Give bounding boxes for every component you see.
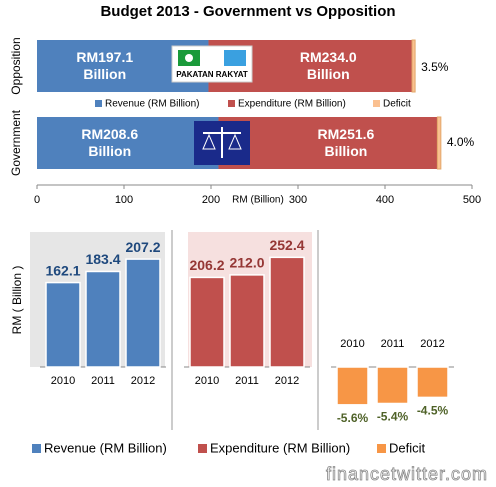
category-label: Opposition bbox=[9, 37, 23, 94]
value-label: -5.6% bbox=[337, 411, 369, 425]
legend-label: Deficit bbox=[389, 440, 426, 455]
deficit-label: 3.5% bbox=[421, 60, 449, 74]
x-axis-label: RM (Billion) bbox=[232, 195, 284, 206]
category-label: 2010 bbox=[340, 338, 364, 350]
bar bbox=[269, 256, 305, 368]
logo-bn-pans bbox=[202, 133, 242, 150]
logo-pr-flag2 bbox=[224, 50, 246, 66]
legend-label: Expenditure (RM Billion) bbox=[210, 440, 350, 455]
legend-label: Deficit bbox=[383, 99, 411, 110]
value-label: 212.0 bbox=[229, 255, 264, 271]
logo-pr-text: PAKATAN RAKYAT bbox=[176, 70, 248, 79]
y-axis-label: RM ( Billion ) bbox=[10, 266, 24, 335]
bar bbox=[125, 258, 161, 368]
value-label: 162.1 bbox=[45, 262, 80, 278]
value-label: RM197.1 Billion bbox=[76, 49, 134, 82]
value-label: -5.4% bbox=[377, 410, 409, 424]
bar bbox=[45, 281, 81, 368]
category-label: Government bbox=[9, 109, 23, 176]
bar bbox=[416, 366, 449, 399]
x-tick-label: 0 bbox=[34, 194, 40, 206]
legend-swatch bbox=[95, 100, 102, 107]
logo-pr-flag1-mark bbox=[185, 54, 193, 62]
value-label: -4.5% bbox=[417, 404, 449, 418]
legend-swatch bbox=[228, 100, 235, 107]
value-label: 206.2 bbox=[189, 257, 224, 273]
bar bbox=[376, 366, 409, 405]
bar bbox=[218, 117, 438, 169]
x-tick-label: 400 bbox=[376, 194, 394, 206]
legend-swatch bbox=[377, 444, 386, 453]
legend-swatch bbox=[32, 444, 41, 453]
deficit-label: 4.0% bbox=[447, 135, 475, 149]
category-label: 2012 bbox=[275, 375, 299, 387]
bar bbox=[85, 270, 121, 368]
value-label-box: RM251.6 Billion bbox=[317, 126, 375, 159]
value-label-box: RM234.0 Billion bbox=[299, 49, 357, 82]
value-label: 183.4 bbox=[85, 251, 120, 267]
chart-title: Budget 2013 - Government vs Opposition bbox=[100, 3, 395, 20]
category-label: 2011 bbox=[235, 375, 259, 387]
legend-swatch bbox=[373, 100, 380, 107]
category-label: 2011 bbox=[91, 375, 115, 387]
value-label: RM208.6 Billion bbox=[81, 126, 139, 159]
legend-swatch bbox=[198, 444, 207, 453]
legend-label: Revenue (RM Billion) bbox=[44, 440, 167, 455]
bar bbox=[37, 117, 219, 169]
x-tick-label: 500 bbox=[463, 194, 481, 206]
value-label-box: RM208.6 Billion bbox=[81, 126, 139, 159]
value-label: 207.2 bbox=[125, 239, 160, 255]
value-label: RM234.0 Billion bbox=[299, 49, 357, 82]
legend-label: Revenue (RM Billion) bbox=[105, 99, 199, 110]
legend-label: Expenditure (RM Billion) bbox=[238, 99, 346, 110]
bar bbox=[336, 366, 369, 406]
category-label: 2012 bbox=[131, 375, 155, 387]
x-tick-label: 100 bbox=[115, 194, 133, 206]
value-label: 252.4 bbox=[269, 237, 304, 253]
bar bbox=[229, 274, 265, 368]
x-tick-label: 300 bbox=[289, 194, 307, 206]
bar bbox=[436, 116, 442, 170]
bar bbox=[189, 276, 225, 368]
category-label: 2010 bbox=[51, 375, 75, 387]
bar bbox=[411, 39, 416, 93]
value-label-box: RM197.1 Billion bbox=[76, 49, 134, 82]
category-label: 2010 bbox=[195, 375, 219, 387]
watermark: financetwitter.com bbox=[326, 464, 488, 484]
value-label: RM251.6 Billion bbox=[317, 126, 375, 159]
category-label: 2011 bbox=[381, 338, 405, 350]
x-tick-label: 200 bbox=[202, 194, 220, 206]
category-label: 2012 bbox=[420, 338, 444, 350]
